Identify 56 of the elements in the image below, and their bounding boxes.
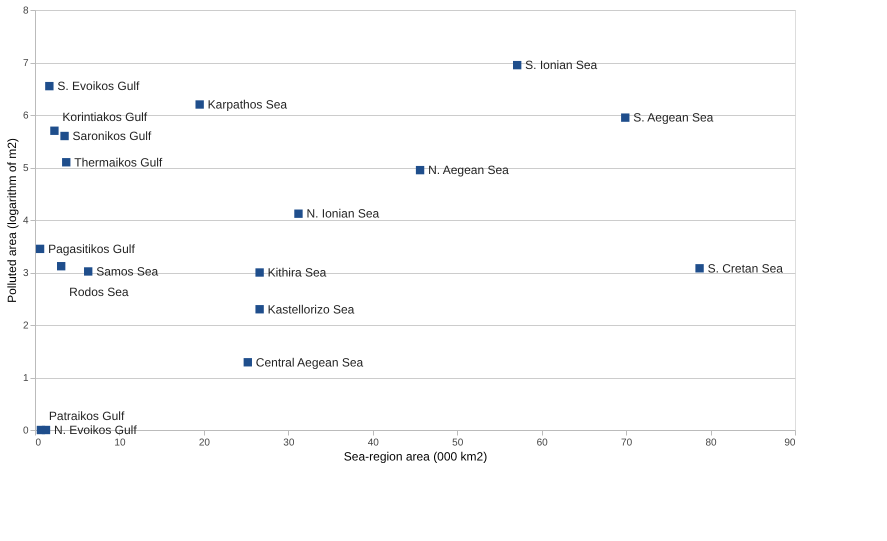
y-axis-title: Polluted area (logarithm of m2): [4, 138, 19, 303]
annotation: S. Cretan Sea: [708, 261, 784, 276]
point: [255, 305, 264, 314]
point: [50, 126, 59, 135]
annotation: S. Aegean Sea: [633, 110, 714, 125]
annotation: Saronikos Gulf: [72, 129, 152, 143]
annotation: N. Aegean Sea: [428, 163, 510, 178]
annotation: Pagasitikos Gulf: [48, 242, 136, 256]
point: [195, 100, 204, 109]
y-tick-label: 6: [22, 110, 29, 122]
x-tick-label: 40: [368, 438, 380, 448]
y-tick-label: 2: [22, 320, 29, 332]
y-tick-label: 8: [22, 6, 29, 16]
x-tick-label: 20: [198, 438, 210, 448]
annotation: Rodos Sea: [69, 285, 129, 300]
annotation: Kithira Sea: [268, 266, 327, 280]
annotation: S. Ionian Sea: [525, 58, 598, 72]
x-tick-label: 70: [621, 438, 633, 448]
x-tick-label: 50: [452, 438, 464, 448]
point: [695, 264, 704, 272]
annotation: N. Evoikos Gulf: [54, 423, 138, 437]
annotation: Karpathos Sea: [208, 98, 288, 112]
point: [45, 82, 54, 90]
annotation: Thermaikos Gulf: [74, 155, 163, 170]
point: [244, 358, 252, 366]
point: [255, 268, 264, 277]
annotation: Kastellorizo Sea: [268, 302, 355, 316]
annotation: Central Aegean Sea: [256, 355, 364, 370]
x-axis-title: Sea-region area (000 km2): [344, 450, 488, 464]
annotation: N. Ionian Sea: [306, 206, 380, 221]
annotation: S. Evoikos Gulf: [57, 79, 140, 94]
y-tick-label: 1: [22, 373, 29, 384]
y-tick-label: 5: [22, 163, 29, 174]
annotation: Samos Sea: [96, 264, 159, 278]
point: [56, 262, 66, 270]
x-tick-label: 30: [283, 438, 295, 448]
y-tick-label: 7: [22, 58, 29, 69]
annotation: Patraikos Gulf: [48, 409, 125, 423]
x-tick-label: 90: [784, 438, 796, 448]
point: [36, 244, 44, 254]
point: [416, 166, 424, 174]
point: [512, 60, 522, 70]
x-tick-label: 0: [36, 438, 42, 448]
x-tick-label: 10: [114, 438, 126, 448]
y-tick-label: 4: [22, 216, 29, 226]
point: [84, 267, 92, 276]
point: [294, 210, 303, 218]
point: [621, 113, 630, 122]
point: [62, 158, 70, 166]
x-tick-label: 80: [705, 438, 718, 448]
point: [60, 132, 69, 140]
y-tick-label: 3: [22, 268, 29, 279]
annotation: Korintiakos Gulf: [62, 110, 148, 124]
y-tick-label: 0: [22, 426, 29, 436]
x-tick-label: 60: [536, 438, 548, 448]
point: [42, 426, 50, 434]
